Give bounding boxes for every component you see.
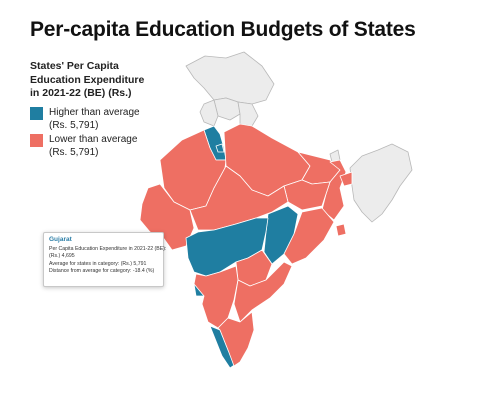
page-title: Per-capita Education Budgets of States bbox=[30, 18, 416, 41]
region-punjab[interactable] bbox=[199, 99, 219, 127]
tooltip-line: Average for states in category: (Rs.) 5,… bbox=[49, 260, 147, 267]
region-delhi[interactable] bbox=[215, 143, 225, 153]
region-karnataka[interactable] bbox=[193, 265, 239, 329]
region-mizoram[interactable] bbox=[335, 223, 347, 237]
region-north-east[interactable] bbox=[349, 143, 413, 223]
legend-title: States' Per Capita Education Expenditure… bbox=[30, 60, 145, 99]
tooltip-line: (Rs.) 4,695 bbox=[49, 253, 75, 260]
legend-item-lower[interactable]: Lower than average (Rs. 5,791) bbox=[30, 134, 137, 159]
region-jammu-kashmir-ladakh[interactable] bbox=[185, 51, 275, 105]
tooltip-state-name: Gujarat bbox=[49, 236, 72, 243]
region-uttarakhand[interactable] bbox=[237, 101, 259, 127]
region-tamil-nadu[interactable] bbox=[217, 311, 255, 367]
state-tooltip: Gujarat Per Capita Education Expenditure… bbox=[43, 232, 167, 287]
region-odisha[interactable] bbox=[283, 207, 335, 265]
region-gujarat[interactable] bbox=[139, 183, 195, 251]
region-andhra-pradesh[interactable] bbox=[233, 261, 293, 323]
legend-item-higher[interactable]: Higher than average (Rs. 5,791) bbox=[30, 107, 140, 132]
legend-swatch-lower bbox=[30, 134, 43, 147]
region-tripura[interactable] bbox=[339, 171, 353, 187]
legend-swatch-higher bbox=[30, 107, 43, 120]
region-jharkhand[interactable] bbox=[283, 179, 331, 211]
region-west-bengal[interactable] bbox=[321, 159, 347, 221]
tooltip-line: Per Capita Education Expenditure in 2021… bbox=[49, 246, 167, 253]
tooltip-line: Distance from average for category: -18.… bbox=[49, 267, 155, 274]
